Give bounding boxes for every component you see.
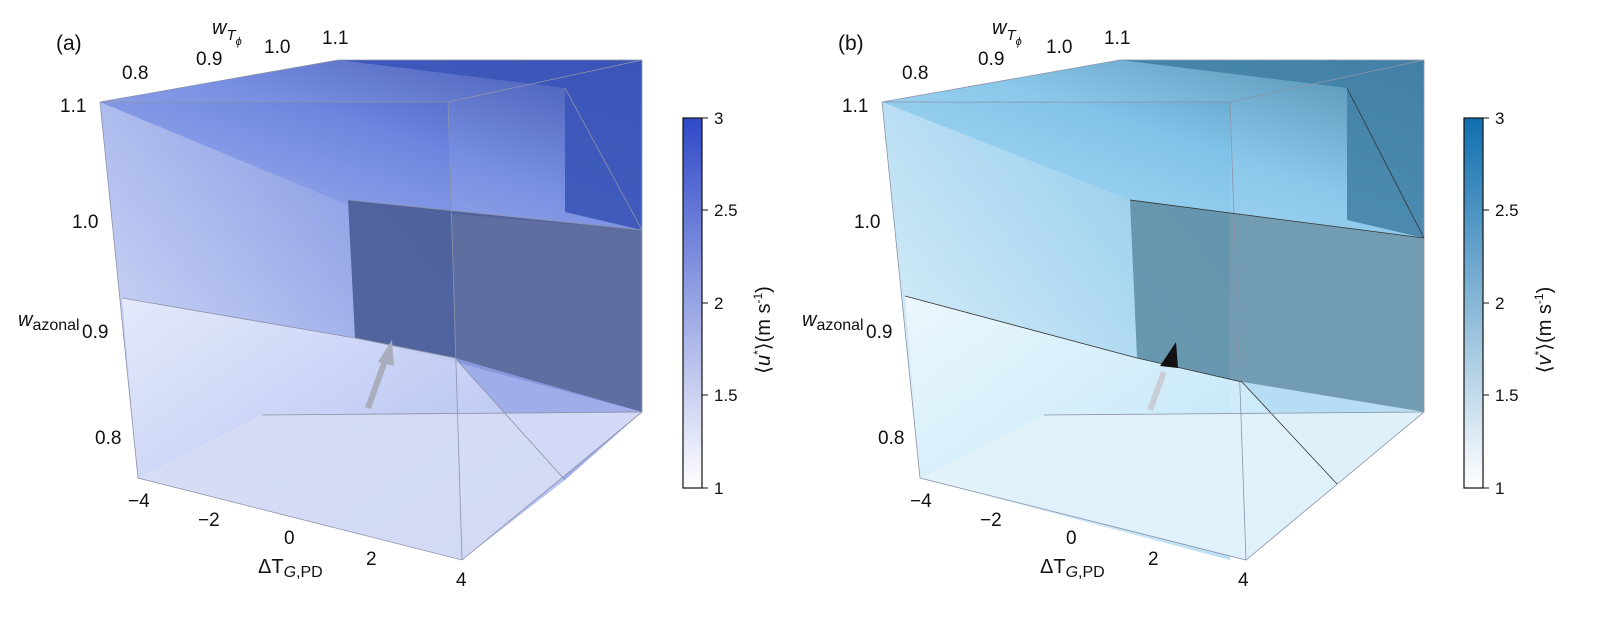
x-tick: 0	[284, 528, 295, 549]
colorbar-tick: 3	[714, 109, 723, 128]
colorbar-tick: 2.5	[1495, 201, 1519, 220]
x-tick: 4	[1238, 570, 1249, 591]
colorbar-tick: 1	[714, 479, 723, 498]
colorbar-tick: 2	[1495, 294, 1504, 313]
colorbar-ticks	[702, 117, 708, 489]
colorbar-ticks	[1483, 117, 1489, 489]
colorbar-tick: 1	[1495, 479, 1504, 498]
back-upper-face	[1120, 60, 1424, 238]
y-tick: 1.1	[322, 28, 348, 49]
bottom-face	[920, 412, 1424, 560]
y-tick: 0.8	[122, 63, 148, 84]
colorbar-tick: 1.5	[714, 386, 738, 405]
x-axis-title: ΔTG,PD	[1040, 556, 1105, 581]
y-tick: 1.0	[1046, 37, 1072, 58]
x-tick: 2	[1148, 549, 1159, 570]
shadowed-face	[348, 200, 642, 412]
colorbar	[682, 117, 703, 489]
x-tick: 4	[456, 570, 467, 591]
box-edges	[99, 59, 643, 561]
x-tick: −4	[128, 491, 150, 512]
z-tick: 0.8	[95, 428, 121, 449]
panel-label: (a)	[56, 32, 82, 55]
z-tick: 1.0	[72, 212, 98, 233]
y-tick: 0.9	[196, 49, 222, 70]
z-tick: 1.0	[854, 212, 880, 233]
x-tick: −4	[910, 491, 932, 512]
panel-a: (a) wTϕ 0.8 0.9 1.0 1.1 1.1 1.0 0.9 0.8 …	[0, 0, 802, 624]
back-upper-face	[338, 60, 642, 230]
x-tick: −2	[980, 510, 1002, 531]
box-edges	[881, 59, 1425, 561]
colorbar-tick: 2	[714, 294, 723, 313]
y-tick: 0.8	[902, 63, 928, 84]
y-tick: 0.9	[978, 49, 1004, 70]
colorbar-tick: 2.5	[714, 201, 738, 220]
z-tick: 0.9	[82, 322, 108, 343]
colorbar-title: ⟨v*⟩(m s-1)	[1532, 287, 1556, 374]
z-axis-title: wazonal	[18, 309, 80, 334]
y-tick: 1.1	[1104, 28, 1130, 49]
x-tick: 2	[366, 549, 377, 570]
shadowed-face	[1130, 200, 1424, 412]
panel-b: (b) wTϕ 0.8 0.9 1.0 1.1 1.1 1.0 0.9 0.8 …	[802, 0, 1604, 624]
colorbar-tick: 1.5	[1495, 386, 1519, 405]
arrow-b	[1147, 342, 1178, 412]
arrow-a	[365, 340, 394, 410]
z-tick: 0.8	[878, 428, 904, 449]
x-tick: −2	[198, 510, 220, 531]
y-axis-title: wTϕ	[992, 17, 1022, 48]
x-tick: 0	[1066, 528, 1077, 549]
volume-plot-b: (b) wTϕ 0.8 0.9 1.0 1.1 1.1 1.0 0.9 0.8 …	[802, 17, 1556, 591]
x-axis-title: ΔTG,PD	[258, 556, 323, 581]
z-tick: 1.1	[60, 96, 86, 117]
top-face	[882, 60, 1424, 238]
colorbar-tick: 3	[1495, 109, 1504, 128]
colorbar-title: ⟨u*⟩(m s-1)	[751, 286, 775, 374]
volume-plot-a: (a) wTϕ 0.8 0.9 1.0 1.1 1.1 1.0 0.9 0.8 …	[18, 17, 775, 591]
top-face	[100, 60, 642, 230]
y-axis-title: wTϕ	[212, 17, 242, 48]
z-tick: 1.1	[842, 96, 868, 117]
z-axis-title: wazonal	[802, 309, 864, 334]
y-tick: 1.0	[264, 37, 290, 58]
z-tick: 0.9	[866, 322, 892, 343]
bottom-face	[138, 412, 642, 560]
panel-label: (b)	[838, 32, 864, 55]
colorbar	[1463, 117, 1484, 489]
